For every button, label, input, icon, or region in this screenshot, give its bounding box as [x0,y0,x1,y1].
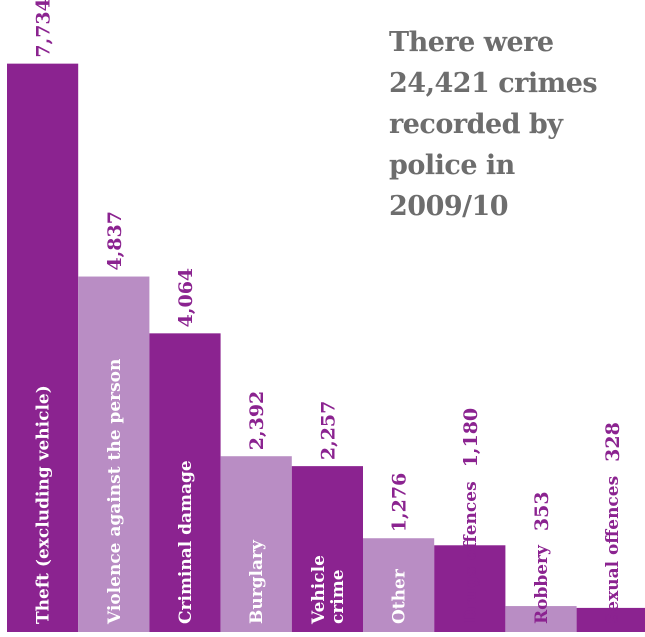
bar-2 [149,333,221,632]
value-label-8: 328 [602,422,624,462]
value-label-2: 4,064 [175,268,197,328]
category-label-6: Drugs offences [461,481,481,624]
value-label-7: 353 [531,491,553,531]
value-label-0: 7,734 [33,0,55,58]
value-label-4: 2,257 [317,401,339,461]
value-label-3: 2,392 [246,391,268,451]
value-label-6: 1,180 [460,408,482,468]
bar-3 [220,456,292,632]
bar-0 [7,63,79,632]
category-label-2: Criminal damage [176,460,196,624]
bar-7 [505,606,577,632]
category-label-4-line-1: crime [328,569,348,624]
bar-6 [434,545,506,632]
title-line-1: There were [389,27,554,58]
category-label-8: Sexual offences [603,476,623,624]
value-label-5: 1,276 [389,473,411,533]
bar-1 [78,276,150,632]
category-label-1: Violence against the person [105,359,125,625]
category-label-5: Other [390,568,410,624]
title-line-4: police in [389,150,515,181]
category-label-3: Burglary [247,539,267,624]
labels-group: Theft (excluding vehicle) 7,734 Violence a… [33,0,625,625]
category-label-0: Theft (excluding vehicle) [34,385,54,624]
chart-title: There were 24,421 crimes recorded by pol… [389,22,639,227]
category-label-4-line-0: Vehicle [309,555,329,625]
title-line-3: recorded by [389,109,563,140]
category-label-7: Robbery [532,544,552,624]
title-line-2: 24,421 crimes [389,68,598,99]
value-label-1: 4,837 [104,211,126,271]
title-line-5: 2009/10 [389,191,509,222]
bars-group [7,63,645,632]
bar-4 [291,466,363,632]
bar-8 [576,607,645,632]
bar-5 [363,538,435,632]
